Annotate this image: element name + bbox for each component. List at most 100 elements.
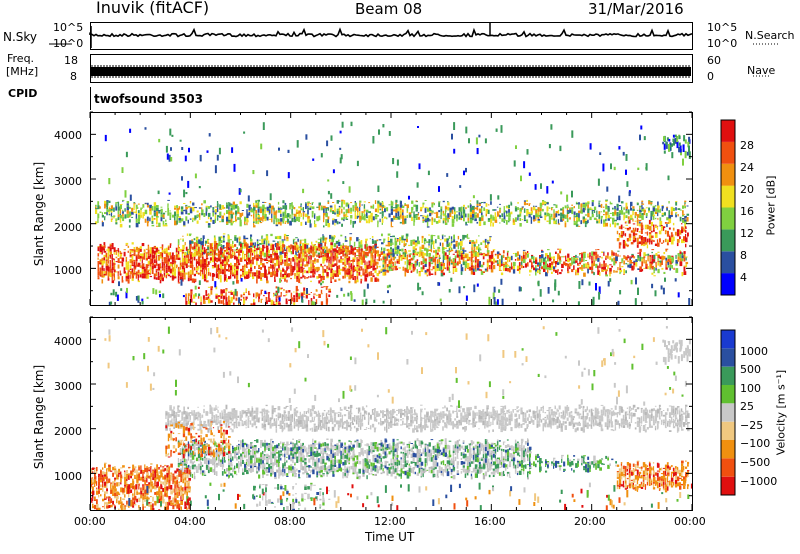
power-cell — [401, 235, 404, 237]
power-cell — [496, 263, 499, 266]
power-cell — [663, 256, 666, 260]
power-cell — [218, 236, 222, 242]
power-cell — [309, 203, 312, 205]
power-cell — [312, 262, 314, 266]
power-cell — [308, 293, 311, 295]
power-cell — [181, 272, 184, 277]
power-cell — [194, 215, 197, 220]
power-cell — [612, 217, 615, 223]
power-cell — [404, 218, 407, 221]
power-cell — [440, 208, 443, 212]
power-cell — [684, 200, 687, 203]
power-cell — [369, 238, 371, 240]
power-cell — [478, 261, 481, 265]
power-cell — [143, 257, 146, 260]
power-cell — [614, 214, 617, 216]
power-cell — [147, 274, 149, 279]
power-cell — [194, 173, 197, 179]
power-cell — [458, 286, 461, 294]
power-cell — [332, 255, 335, 259]
velocity-cell — [187, 419, 189, 421]
power-cell — [338, 239, 340, 242]
power-cell — [232, 248, 234, 252]
power-cell — [101, 222, 104, 227]
power-cell — [110, 218, 113, 220]
power-cell — [603, 263, 606, 267]
power-cell — [322, 265, 324, 269]
power-cell — [581, 253, 583, 259]
power-cell — [214, 215, 217, 219]
power-cell — [403, 243, 407, 247]
power-cell — [189, 244, 192, 246]
power-cell — [294, 273, 296, 277]
power-cell — [388, 131, 391, 136]
power-cell — [650, 204, 653, 206]
power-cell — [656, 242, 660, 247]
power-cell — [255, 213, 258, 218]
power-cell — [547, 265, 550, 268]
power-cell — [109, 268, 112, 273]
power-cell — [533, 219, 536, 222]
power-cell — [360, 256, 363, 260]
power-cell — [183, 261, 187, 266]
power-cell — [548, 213, 551, 216]
power-cell — [623, 207, 625, 210]
power-cell — [103, 271, 106, 274]
power-cell — [674, 231, 677, 236]
power-cell — [293, 213, 297, 217]
power-cell — [153, 202, 157, 206]
power-cell — [104, 217, 106, 221]
power-cell — [125, 256, 128, 261]
power-cell — [609, 278, 612, 282]
power-cell — [395, 218, 398, 220]
power-cell — [557, 290, 560, 296]
power-cell — [325, 286, 328, 289]
power-cell — [551, 213, 553, 218]
power-cell — [228, 251, 230, 254]
power-cell — [424, 258, 427, 262]
power-cell — [665, 248, 669, 250]
power-cell — [167, 203, 169, 206]
power-cell — [113, 277, 116, 280]
power-cell — [338, 249, 341, 251]
power-cell — [153, 247, 157, 250]
power-cell — [221, 259, 225, 263]
power-cell — [232, 201, 235, 205]
power-cell — [414, 246, 417, 248]
power-cell — [394, 251, 397, 255]
power-cell — [106, 205, 108, 210]
power-cell — [245, 237, 249, 240]
power-cell — [553, 220, 556, 225]
power-cell — [268, 299, 271, 302]
power-cell — [266, 276, 268, 281]
power-cell — [111, 273, 114, 277]
power-cell — [458, 211, 462, 213]
power-cell — [226, 252, 229, 255]
power-cell — [489, 236, 491, 240]
power-cell — [508, 212, 511, 218]
power-cell — [678, 142, 681, 146]
power-cell — [99, 267, 102, 272]
power-cell — [259, 246, 261, 251]
power-cell — [295, 241, 297, 245]
power-cell — [374, 267, 377, 270]
power-cell — [279, 240, 281, 246]
power-cell — [285, 298, 288, 302]
power-cell — [135, 264, 139, 267]
power-cell — [108, 206, 110, 208]
power-cell — [207, 245, 209, 247]
power-cell — [589, 256, 591, 260]
power-cell — [170, 147, 172, 151]
power-cell — [395, 204, 398, 209]
power-cell — [618, 245, 621, 249]
power-cell — [405, 251, 408, 254]
power-cell — [128, 206, 131, 209]
power-cell — [549, 262, 552, 268]
power-cell — [347, 203, 350, 205]
power-cell — [280, 261, 283, 266]
power-cell — [327, 216, 330, 220]
power-cell — [648, 200, 651, 205]
power-cell — [97, 277, 100, 280]
power-cell — [484, 242, 486, 246]
power-cell — [442, 220, 445, 224]
